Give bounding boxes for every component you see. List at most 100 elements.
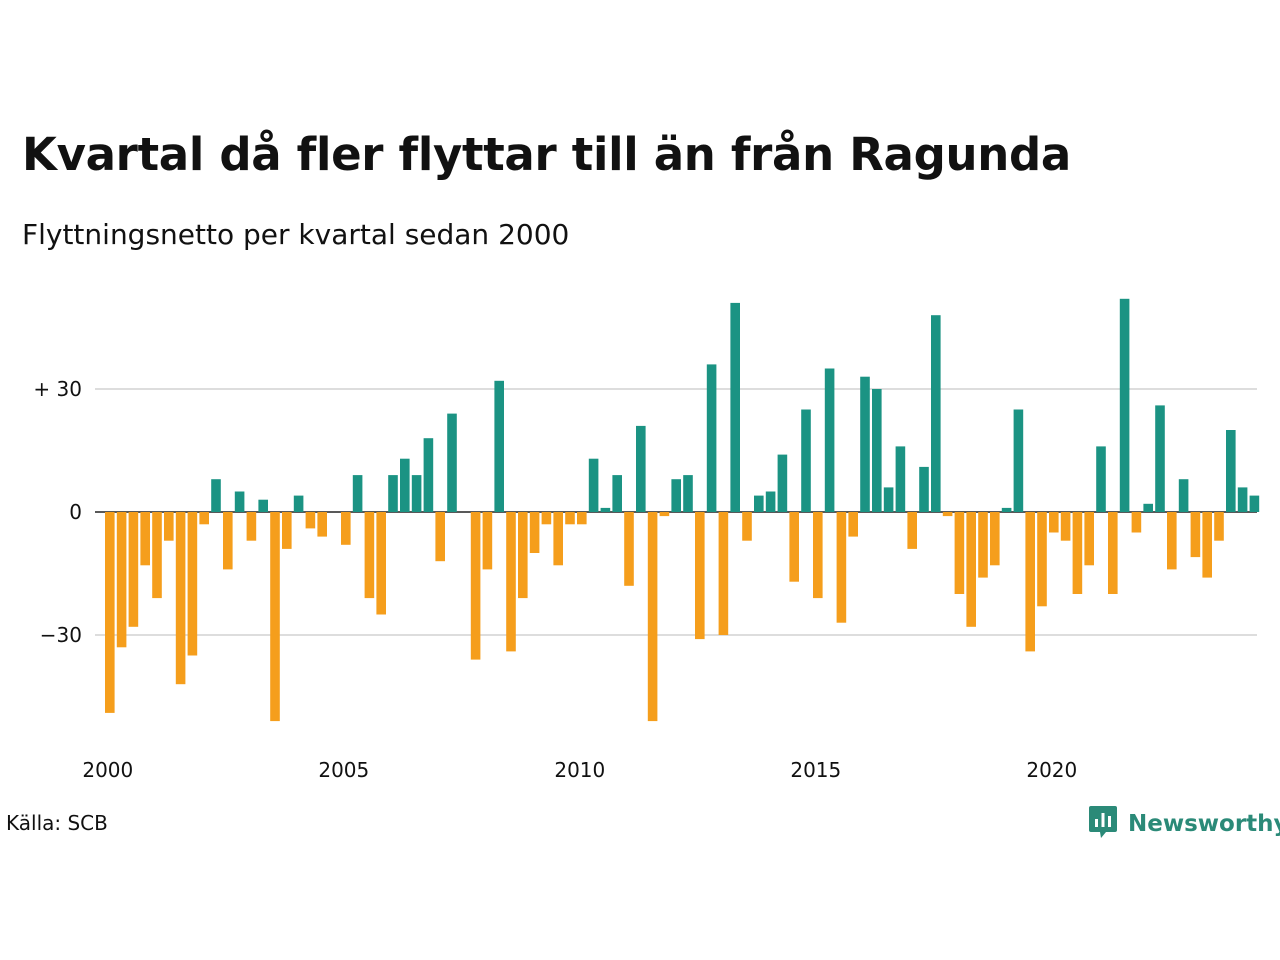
bar-2017K3 [931,315,941,512]
bar-2020K2 [1060,512,1071,541]
source-note: Källa: SCB [6,811,108,835]
bar-2019K3 [1025,512,1035,652]
bar-2018K2 [966,512,976,627]
bar-2005K2 [352,475,363,512]
bar-2000K4 [140,512,150,566]
bar-2013K3 [742,512,752,541]
bar-2011K1 [624,512,634,586]
bar-2005K1 [341,512,351,545]
y-tick-label: −30 [40,623,82,647]
x-axis-labels: 2000 2005 2010 2015 2020 [82,758,1077,782]
bar-2013K4 [754,495,764,512]
bar-2014K2 [777,454,788,512]
bar-2023K2 [1202,512,1212,578]
bar-2020K3 [1072,512,1083,594]
bar-2018K1 [954,512,965,594]
bar-2005K3 [364,512,375,599]
bar-2022K1 [1143,503,1153,512]
bar-2021K4 [1131,512,1142,533]
bar-2000K1 [105,512,115,713]
bar-2017K2 [919,466,929,512]
bar-2002K1 [199,512,209,525]
bar-2004K2 [305,512,316,529]
bar-2001K3 [175,512,186,685]
bar-2020K4 [1084,512,1094,566]
bar-2023K1 [1190,512,1201,558]
bar-2000K2 [116,512,127,648]
bar-2021K1 [1096,446,1106,512]
x-tick-label: 2015 [790,758,841,782]
bar-2012K4 [706,364,717,512]
bar-2006K3 [411,475,422,512]
bar-2015K4 [848,512,858,537]
bar-2002K4 [234,491,245,512]
bar-2022K2 [1155,405,1165,512]
bar-2003K3 [270,512,280,722]
bar-2011K4 [659,512,670,517]
bar-2014K4 [801,409,811,512]
bar-2007K1 [435,512,445,562]
bar-2004K1 [293,495,304,512]
bar-2019K2 [1013,409,1024,512]
bar-2021K2 [1108,512,1118,594]
bar-2010K3 [600,507,611,512]
bar-2008K3 [506,512,516,652]
bar-2010K2 [588,458,599,512]
bar-2012K2 [683,475,693,512]
bar-2000K3 [128,512,139,627]
bar-2020K1 [1049,512,1059,533]
x-tick-label: 2020 [1026,758,1077,782]
x-tick-label: 2000 [82,758,133,782]
bar-2019K4 [1037,512,1047,607]
bar-2006K2 [400,458,410,512]
bar-2002K3 [223,512,233,570]
bar-2022K3 [1167,512,1177,570]
bar-2015K1 [813,512,823,599]
bar-2017K1 [907,512,917,549]
bar-2011K3 [647,512,658,722]
bar-2016K1 [860,376,870,512]
bar-2009K1 [529,512,540,553]
bar-2001K1 [152,512,162,599]
bar-2015K3 [836,512,847,623]
bars [105,298,1260,722]
bar-2007K2 [447,413,457,512]
bar-2022K4 [1178,479,1189,512]
bar-2021K3 [1119,298,1130,512]
bar-2011K2 [636,425,646,512]
y-tick-label: + 30 [33,377,82,401]
bar-2024K2 [1249,495,1260,512]
newsworthy-logo-icon [1088,804,1118,844]
bar-chart: + 30 0 −30 2000 2005 2010 2015 2020 [33,298,1260,782]
newsworthy-brand: Newsworthy [1088,804,1280,844]
bar-2008K1 [482,512,493,570]
bar-2023K3 [1214,512,1224,541]
chart-title: Kvartal då fler flyttar till än från Rag… [22,128,1071,181]
bar-2010K1 [577,512,587,525]
bar-2016K3 [883,487,894,512]
bar-2019K1 [1001,507,1012,512]
bar-2024K1 [1237,487,1248,512]
bar-2013K2 [730,302,740,512]
bar-2018K3 [978,512,988,578]
y-axis-labels: + 30 0 −30 [33,377,82,647]
bar-2006K4 [423,438,434,512]
bar-2005K4 [376,512,386,615]
bar-2008K4 [518,512,528,599]
bar-2004K3 [317,512,327,537]
y-tick-label: 0 [69,500,82,524]
brand-name: Newsworthy [1128,811,1280,837]
bar-2009K3 [553,512,563,566]
bar-2012K3 [695,512,705,640]
x-tick-label: 2010 [554,758,605,782]
bar-2018K4 [990,512,1000,566]
bar-2023K4 [1226,430,1236,512]
bar-2003K1 [246,512,257,541]
bar-2008K2 [494,380,504,512]
bar-2014K3 [789,512,799,582]
bar-2003K2 [258,499,268,512]
bar-2009K4 [565,512,575,525]
bar-2010K4 [612,475,622,512]
bar-2002K2 [211,479,221,512]
bar-2012K1 [671,479,681,512]
